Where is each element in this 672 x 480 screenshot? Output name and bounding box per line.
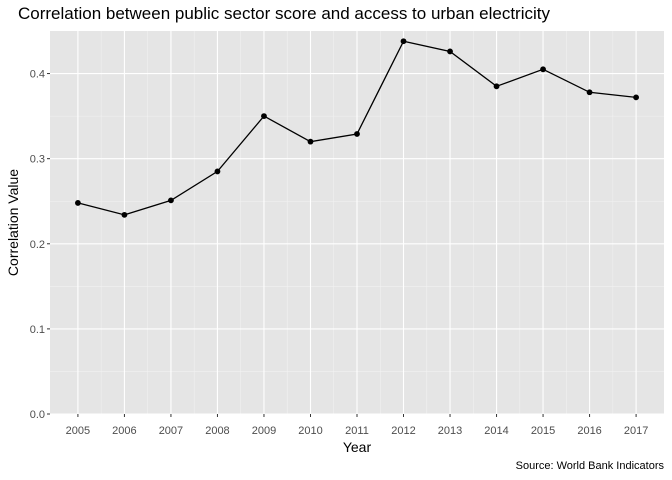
y-tick-labels: 0.0 0.1 0.2 0.3 0.4	[30, 69, 45, 421]
x-tick-label: 2006	[112, 425, 136, 437]
data-point	[493, 83, 500, 90]
y-axis-title: Correlation Value	[5, 169, 21, 276]
x-tick-label: 2009	[252, 425, 276, 437]
data-point	[261, 113, 267, 120]
x-tick-label: 2011	[345, 425, 369, 437]
chart-title: Correlation between public sector score …	[18, 4, 550, 23]
data-point	[307, 138, 314, 145]
chart-caption: Source: World Bank Indicators	[515, 460, 664, 472]
data-point	[586, 89, 593, 96]
data-point	[540, 66, 546, 73]
y-tick-label: 0.0	[30, 409, 45, 421]
y-tick-label: 0.4	[30, 69, 45, 81]
x-tick-labels: 2005 2006 2007 2008 2009 2010 2011 2012 2013 2014…	[66, 425, 649, 437]
data-point	[168, 197, 174, 204]
x-tick-label: 2016	[577, 425, 601, 437]
data-point	[75, 200, 81, 206]
x-tick-label: 2005	[66, 425, 90, 437]
data-point	[447, 48, 453, 55]
x-tick-label: 2008	[205, 425, 229, 437]
series-points	[75, 38, 639, 218]
x-tick-label: 2013	[438, 425, 462, 437]
data-point	[354, 131, 360, 137]
y-tick-label: 0.2	[30, 239, 45, 251]
x-tick-label: 2007	[159, 425, 183, 437]
data-point	[214, 168, 221, 175]
data-point	[633, 94, 639, 101]
axis-ticks	[47, 73, 637, 417]
x-tick-label: 2017	[624, 425, 648, 437]
data-point	[400, 38, 407, 45]
y-tick-label: 0.1	[30, 324, 45, 336]
x-axis-title: Year	[343, 439, 372, 455]
x-tick-label: 2012	[391, 425, 415, 437]
y-tick-label: 0.3	[30, 154, 45, 166]
x-tick-label: 2015	[531, 425, 555, 437]
x-tick-label: 2010	[298, 425, 322, 437]
data-point	[121, 211, 128, 218]
x-tick-label: 2014	[484, 425, 508, 437]
